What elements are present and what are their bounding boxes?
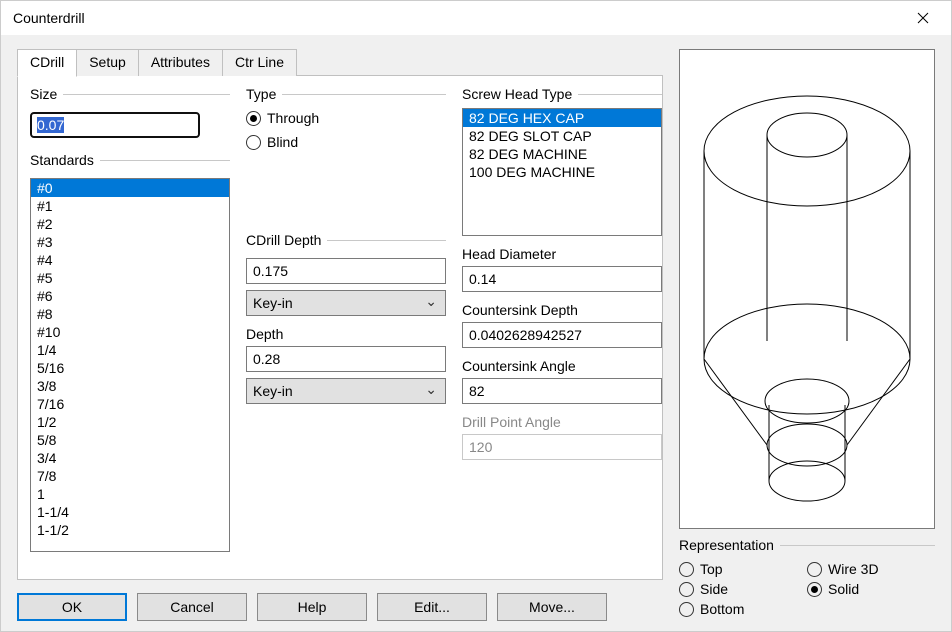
list-item[interactable]: 1-1/4 — [31, 503, 229, 521]
ok-button[interactable]: OK — [17, 593, 127, 621]
cdrill-depth-mode-dropdown[interactable]: Key-in — [246, 290, 446, 316]
radio-icon — [679, 562, 694, 577]
radio-label: Side — [700, 581, 728, 597]
depth-label: Depth — [246, 326, 446, 342]
csk-depth-label: Countersink Depth — [462, 302, 662, 318]
size-input[interactable] — [30, 112, 200, 138]
dialog-window: Counterdrill CDrill Setup Attributes Ctr… — [0, 0, 952, 632]
radio-label: Blind — [267, 134, 298, 150]
type-group-label: Type — [246, 86, 446, 102]
list-item[interactable]: 5/16 — [31, 359, 229, 377]
list-item[interactable]: 3/4 — [31, 449, 229, 467]
radio-label: Solid — [828, 581, 859, 597]
list-item[interactable]: #8 — [31, 305, 229, 323]
list-item[interactable]: 1/2 — [31, 413, 229, 431]
tab-attributes[interactable]: Attributes — [138, 49, 223, 76]
col-screw: Screw Head Type 82 DEG HEX CAP82 DEG SLO… — [462, 86, 662, 565]
list-item[interactable]: 1 — [31, 485, 229, 503]
tab-content: Size Standards #0#1#2#3#4#5#6#8#101/45/1… — [17, 75, 663, 580]
radio-top[interactable]: Top — [679, 561, 807, 577]
list-item[interactable]: 82 DEG SLOT CAP — [463, 127, 661, 145]
radio-label: Bottom — [700, 601, 744, 617]
csk-angle-input[interactable] — [462, 378, 662, 404]
depth-input[interactable] — [246, 346, 446, 372]
head-diameter-label: Head Diameter — [462, 246, 662, 262]
cancel-button[interactable]: Cancel — [137, 593, 247, 621]
edit-button[interactable]: Edit... — [377, 593, 487, 621]
tab-setup[interactable]: Setup — [76, 49, 139, 76]
list-item[interactable]: #10 — [31, 323, 229, 341]
titlebar: Counterdrill — [1, 1, 951, 35]
list-item[interactable]: 1-1/2 — [31, 521, 229, 539]
radio-icon — [679, 602, 694, 617]
tab-cdrill[interactable]: CDrill — [17, 49, 77, 77]
list-item[interactable]: #0 — [31, 179, 229, 197]
list-item[interactable]: 1/4 — [31, 341, 229, 359]
radio-wire3d[interactable]: Wire 3D — [807, 561, 935, 577]
list-item[interactable]: 5/8 — [31, 431, 229, 449]
screw-head-listbox[interactable]: 82 DEG HEX CAP82 DEG SLOT CAP82 DEG MACH… — [462, 108, 662, 236]
cdrill-depth-label: CDrill Depth — [246, 232, 446, 248]
radio-solid[interactable]: Solid — [807, 581, 935, 597]
radio-icon — [246, 135, 261, 150]
list-item[interactable]: 82 DEG MACHINE — [463, 145, 661, 163]
dropdown-value: Key-in — [253, 383, 293, 399]
cdrill-depth-input[interactable] — [246, 258, 446, 284]
move-button[interactable]: Move... — [497, 593, 607, 621]
list-item[interactable]: #4 — [31, 251, 229, 269]
list-item[interactable]: 3/8 — [31, 377, 229, 395]
representation-label: Representation — [679, 537, 935, 553]
standards-group-label: Standards — [30, 152, 230, 168]
drill-point-angle-input — [462, 434, 662, 460]
radio-icon — [807, 582, 822, 597]
list-item[interactable]: 82 DEG HEX CAP — [463, 109, 661, 127]
close-icon — [917, 12, 929, 24]
screw-head-label: Screw Head Type — [462, 86, 662, 102]
csk-angle-label: Countersink Angle — [462, 358, 662, 374]
left-panel: CDrill Setup Attributes Ctr Line Size St… — [17, 49, 663, 621]
dialog-body: CDrill Setup Attributes Ctr Line Size St… — [1, 35, 951, 631]
list-item[interactable]: #1 — [31, 197, 229, 215]
radio-label: Through — [267, 110, 319, 126]
help-button[interactable]: Help — [257, 593, 367, 621]
tab-ctrline[interactable]: Ctr Line — [222, 49, 297, 76]
radio-icon — [679, 582, 694, 597]
button-row: OK Cancel Help Edit... Move... — [17, 593, 663, 621]
head-diameter-input[interactable] — [462, 266, 662, 292]
radio-side[interactable]: Side — [679, 581, 807, 597]
radio-icon — [807, 562, 822, 577]
preview-box — [679, 49, 935, 529]
list-item[interactable]: 7/8 — [31, 467, 229, 485]
radio-label: Wire 3D — [828, 561, 879, 577]
radio-label: Top — [700, 561, 723, 577]
radio-through[interactable]: Through — [246, 110, 446, 126]
close-button[interactable] — [903, 4, 943, 32]
window-title: Counterdrill — [13, 10, 903, 26]
standards-listbox[interactable]: #0#1#2#3#4#5#6#8#101/45/163/87/161/25/83… — [30, 178, 230, 552]
col-type-depth: Type Through Blind CDrill Depth Key-in — [246, 86, 446, 565]
list-item[interactable]: #2 — [31, 215, 229, 233]
col-size-standards: Size Standards #0#1#2#3#4#5#6#8#101/45/1… — [30, 86, 230, 565]
radio-blind[interactable]: Blind — [246, 134, 446, 150]
drill-point-angle-label: Drill Point Angle — [462, 414, 662, 430]
counterdrill-preview-svg — [687, 69, 927, 509]
representation-group: Representation Top Side Bottom Wire 3D S… — [679, 537, 935, 621]
radio-bottom[interactable]: Bottom — [679, 601, 807, 617]
size-group-label: Size — [30, 86, 230, 102]
depth-mode-dropdown[interactable]: Key-in — [246, 378, 446, 404]
radio-icon — [246, 111, 261, 126]
list-item[interactable]: #3 — [31, 233, 229, 251]
csk-depth-input[interactable] — [462, 322, 662, 348]
list-item[interactable]: #6 — [31, 287, 229, 305]
list-item[interactable]: 100 DEG MACHINE — [463, 163, 661, 181]
list-item[interactable]: 7/16 — [31, 395, 229, 413]
dropdown-value: Key-in — [253, 295, 293, 311]
list-item[interactable]: #5 — [31, 269, 229, 287]
tab-bar: CDrill Setup Attributes Ctr Line — [17, 49, 663, 76]
right-panel: Representation Top Side Bottom Wire 3D S… — [679, 49, 935, 621]
